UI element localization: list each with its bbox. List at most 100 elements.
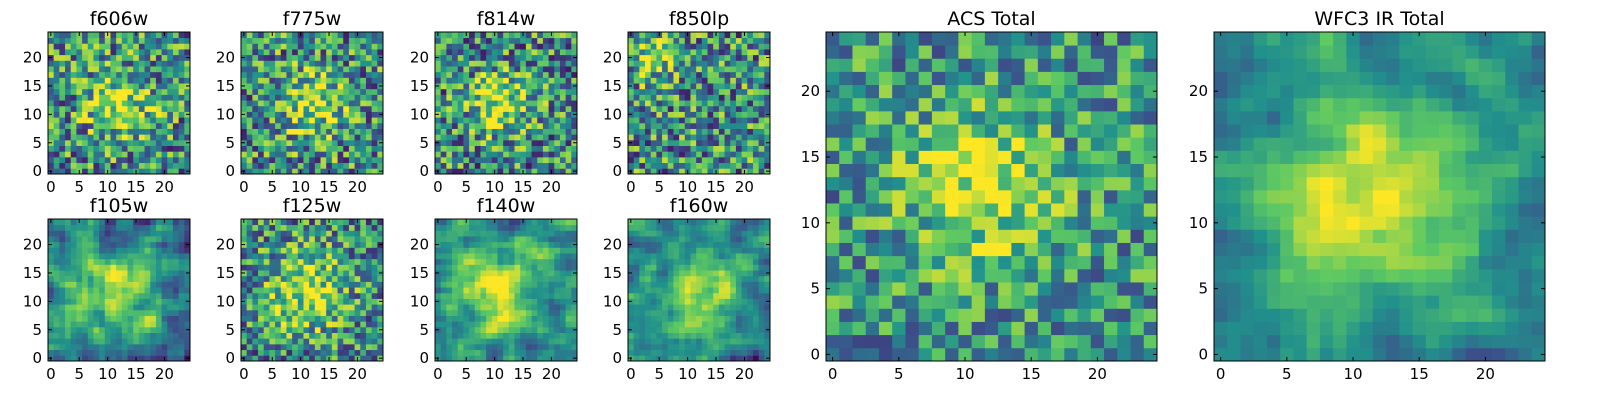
heatmap-cell [452,162,459,169]
heatmap-cell [491,236,498,243]
heatmap-cell [633,128,640,135]
heatmap-cell [167,71,174,78]
heatmap-cell [309,241,316,248]
heatmap-cell [121,145,128,152]
heatmap-cell [70,258,77,265]
heatmap-cell [486,66,493,73]
heatmap-cell [673,32,680,39]
heatmap-cell [275,258,282,265]
heatmap-cell [508,168,515,175]
heatmap-cell [684,298,691,305]
heatmap-cell [76,315,83,322]
heatmap-cell [497,253,504,260]
heatmap-cell [309,253,316,260]
heatmap-cell [297,145,304,152]
heatmap-cell [525,139,532,146]
heatmap-cell [314,71,321,78]
heatmap-cell [503,343,510,351]
heatmap-cell [486,281,493,288]
heatmap-cell [286,281,293,288]
heatmap-cell [371,37,378,44]
heatmap-cell [735,105,742,112]
heatmap-cell [520,326,527,333]
heatmap-cell [696,309,703,316]
heatmap-cell [628,77,635,84]
heatmap-cell [486,54,493,61]
heatmap-cell [525,168,532,175]
heatmap-cell [99,292,106,299]
heatmap-cell [365,37,373,44]
heatmap-cell [286,105,293,112]
heatmap-cell [167,139,174,146]
heatmap-cell [167,343,174,351]
heatmap-cell [286,54,293,61]
heatmap-cell [559,219,567,226]
heatmap-cell [292,83,299,90]
heatmap-cell [435,145,442,152]
heatmap-cell [280,343,287,351]
heatmap-cell [508,230,515,237]
heatmap-cell [713,128,720,135]
heatmap-cell [525,77,532,84]
heatmap-cell [303,37,310,44]
heatmap-cell [246,134,253,141]
heatmap-cell [446,309,453,316]
heatmap-cell [82,66,89,73]
heatmap-cell [258,111,265,118]
heatmap-cell [263,292,270,299]
heatmap-cell [554,32,561,39]
heatmap-cell [258,287,265,294]
heatmap-cell [70,270,77,277]
heatmap-cell [93,298,100,305]
heatmap-cell [463,287,470,294]
heatmap-cell [724,88,731,95]
heatmap-cell [371,332,378,339]
heatmap-cell [531,338,538,345]
heatmap-cell [371,168,378,175]
heatmap-cell [269,122,276,129]
heatmap-cell [263,236,270,243]
heatmap-cell [531,321,538,328]
heatmap-cell [446,83,453,90]
heatmap-cell [548,105,555,112]
heatmap-cell [639,168,646,175]
heatmap-cell [724,145,731,152]
heatmap-cell [343,326,350,333]
heatmap-cell [82,247,89,254]
heatmap-cell [741,332,748,339]
heatmap-cell [690,292,697,299]
heatmap-cell [758,315,765,322]
heatmap-cell [440,60,447,67]
heatmap-cell [138,111,145,118]
heatmap-cell [53,168,60,175]
heatmap-cell [314,315,321,322]
heatmap-cell [747,100,754,107]
heatmap-cell [679,139,686,146]
heatmap-cell [639,83,646,90]
heatmap-cell [718,145,725,152]
heatmap-cell [331,332,338,339]
heatmap-cell [133,162,140,169]
heatmap-cell [309,258,316,265]
axes-frame [47,218,191,362]
heatmap-cell [110,128,117,135]
heatmap-cell [121,326,128,333]
panel-title: f606w [90,8,149,30]
heatmap-cell [133,230,140,237]
heatmap-cell [752,168,760,175]
heatmap-cell [673,343,680,351]
heatmap-cell [565,32,572,39]
heatmap-cell [520,83,527,90]
heatmap-cell [525,287,532,294]
heatmap-cell [53,219,60,226]
heatmap-cell [662,332,669,339]
heatmap-cell [542,241,549,248]
heatmap-cell [297,162,304,169]
heatmap-cell [514,49,521,56]
heatmap-cell [480,321,487,328]
heatmap-cell [690,77,697,84]
heatmap-cell [371,49,378,56]
heatmap-cell [144,49,151,56]
heatmap-cell [280,122,287,129]
heatmap-cell [548,139,555,146]
